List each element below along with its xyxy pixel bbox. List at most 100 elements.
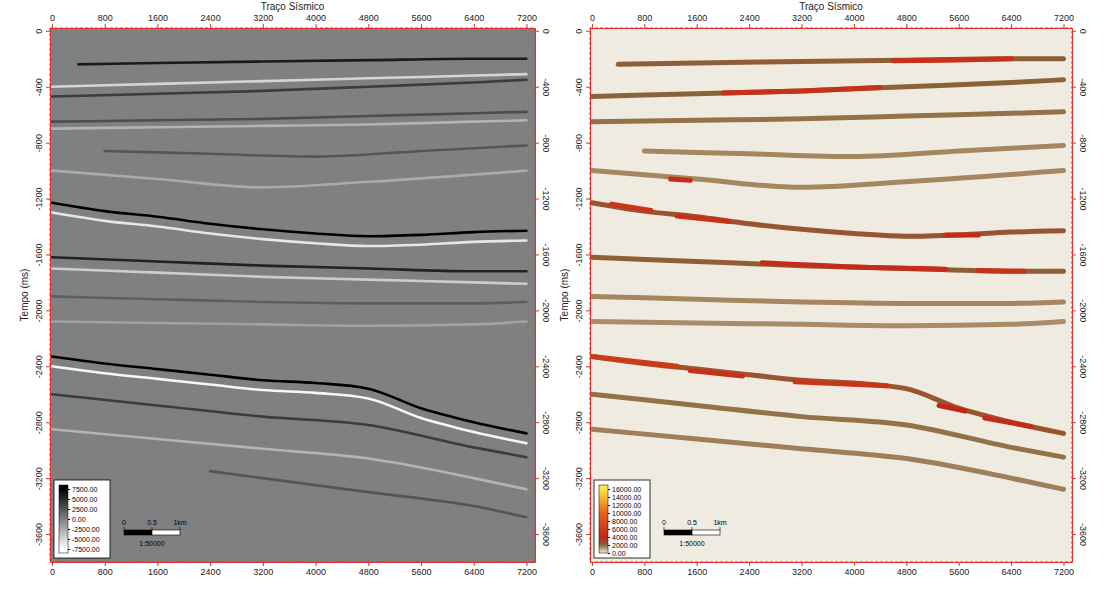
- tick-mark: [46, 422, 50, 423]
- tick: -1600: [574, 243, 590, 266]
- tick: 6400: [464, 13, 484, 28]
- tick: -400: [574, 78, 590, 96]
- colorbar-tick: 8000.00: [608, 518, 637, 525]
- tick: -1200: [574, 188, 590, 211]
- scale-bar-tick: [720, 527, 721, 530]
- tick-mark: [1072, 534, 1076, 535]
- plot-background: [50, 28, 535, 562]
- tick-mark: [697, 24, 698, 28]
- y-axis-title: Tempo (ms): [559, 269, 570, 322]
- horizon: [52, 257, 526, 271]
- tick: -1200: [535, 188, 551, 211]
- axis: 080016002400320040004800560064007200: [50, 562, 537, 577]
- tick: -1600: [1072, 243, 1088, 266]
- horizon: [52, 394, 526, 457]
- tick-label: -400: [34, 78, 44, 96]
- tick-label: -3600: [574, 523, 584, 546]
- tick: -3600: [535, 523, 551, 546]
- tick-label: -3200: [574, 467, 584, 490]
- tick-label: 800: [637, 13, 652, 23]
- tick-mark: [592, 562, 593, 566]
- tick: 3200: [253, 562, 273, 577]
- tick-label: -2000: [541, 299, 551, 322]
- tick-label: -2400: [34, 355, 44, 378]
- horizon: [795, 382, 887, 386]
- tick-label: -800: [1078, 134, 1088, 152]
- axis: 080016002400320040004800560064007200: [590, 562, 1074, 577]
- tick-label: 1600: [148, 13, 168, 23]
- tick: 7200: [1054, 13, 1074, 28]
- horizon: [592, 394, 1064, 457]
- tick: 0: [1072, 29, 1088, 34]
- tick-label: 5600: [949, 567, 969, 577]
- tick-label: 4000: [306, 567, 326, 577]
- tick-mark: [1072, 31, 1076, 32]
- colorbar-tick-mark: [68, 499, 70, 500]
- colorbar-tick-label: 2500.00: [72, 506, 97, 513]
- tick: 3200: [253, 13, 273, 28]
- horizon: [592, 429, 1064, 489]
- tick-mark: [535, 422, 539, 423]
- colorbar-tick: 7500.00: [68, 486, 97, 493]
- colorbar-tick: 0.00: [608, 550, 626, 557]
- tick: 7200: [517, 562, 537, 577]
- scale-bar-label: 0: [122, 519, 126, 526]
- tick-mark: [749, 24, 750, 28]
- tick-label: -2400: [574, 355, 584, 378]
- scale-bar-tick: [692, 527, 693, 530]
- scale-bar-tick: [124, 527, 125, 530]
- tick: 1600: [148, 562, 168, 577]
- tick-label: 6400: [464, 13, 484, 23]
- tick: -400: [34, 78, 50, 96]
- tick-mark: [368, 562, 369, 566]
- axis-line: [50, 29, 51, 563]
- axis-line: [590, 29, 591, 563]
- tick: 4000: [306, 13, 326, 28]
- horizon: [592, 112, 1064, 122]
- tick-mark: [535, 199, 539, 200]
- horizon: [690, 370, 742, 376]
- horizon: [592, 203, 1064, 237]
- tick: 800: [637, 13, 652, 28]
- tick-mark: [1072, 254, 1076, 255]
- tick-label: 1600: [148, 567, 168, 577]
- colorbar-tick: 6000.00: [608, 526, 637, 533]
- horizon: [677, 216, 729, 222]
- tick-label: -800: [34, 134, 44, 152]
- tick-label: -1600: [541, 243, 551, 266]
- horizon: [52, 171, 526, 188]
- tick-mark: [52, 562, 53, 566]
- horizon: [78, 59, 526, 65]
- axis: 0-400-800-1200-1600-2000-2400-2800-3200-…: [535, 29, 551, 563]
- tick-mark: [1063, 24, 1064, 28]
- tick-mark: [46, 478, 50, 479]
- tick-mark: [586, 478, 590, 479]
- tick-mark: [854, 24, 855, 28]
- tick-label: 3200: [792, 13, 812, 23]
- colorbar-tick-label: 8000.00: [612, 518, 637, 525]
- colorbar-tick: -5000.00: [68, 536, 100, 543]
- scale-bar-ratio: 1:50000: [139, 540, 164, 547]
- tick: -2800: [535, 411, 551, 434]
- colorbar-tick-label: -5000.00: [72, 536, 100, 543]
- tick-label: -2000: [574, 299, 584, 322]
- tick: 0: [50, 562, 55, 577]
- tick-mark: [906, 562, 907, 566]
- scale-bar-segment: [124, 530, 152, 535]
- axis-line: [591, 28, 1073, 29]
- colorbar-tick-label: 10000.00: [612, 510, 641, 517]
- colorbar-axis: 7500.005000.002500.000.00-2500.00-5000.0…: [68, 486, 100, 554]
- tick: 2400: [201, 13, 221, 28]
- tick-mark: [644, 24, 645, 28]
- tick: 4000: [306, 562, 326, 577]
- plot-area: [52, 59, 526, 518]
- tick-label: 4000: [844, 13, 864, 23]
- tick-mark: [1011, 24, 1012, 28]
- tick: -3200: [1072, 467, 1088, 490]
- tick-label: -800: [541, 134, 551, 152]
- tick: -2800: [574, 411, 590, 434]
- horizon: [644, 145, 1063, 156]
- tick-label: -2800: [541, 411, 551, 434]
- tick-mark: [1072, 143, 1076, 144]
- tick-mark: [697, 562, 698, 566]
